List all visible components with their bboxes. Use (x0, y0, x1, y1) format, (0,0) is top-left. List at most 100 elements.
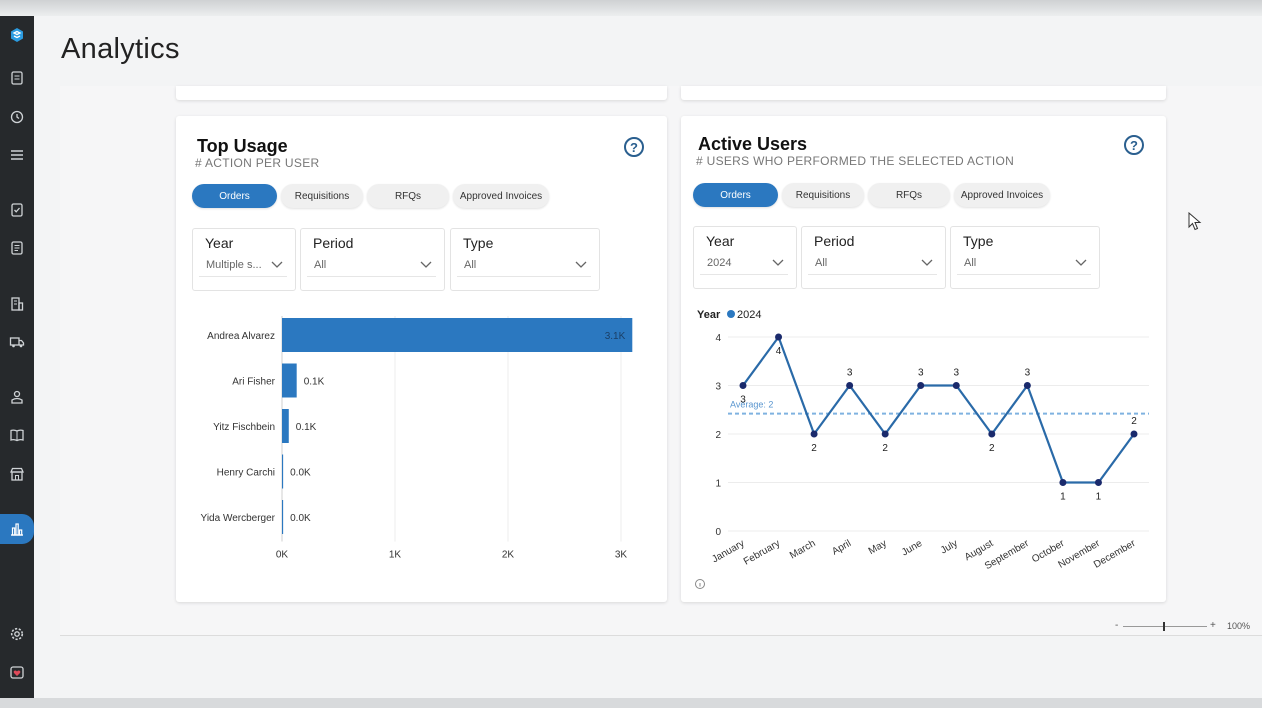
tab-rfqs[interactable]: RFQs (868, 183, 950, 207)
year-select-value: Multiple s... (206, 259, 262, 271)
data-point (1059, 479, 1067, 486)
chevron-down-icon (772, 259, 784, 266)
checklist-icon[interactable] (0, 195, 34, 225)
legend-item: 2024 (737, 309, 761, 321)
category-label: Ari Fisher (232, 377, 275, 388)
category-label: Yitz Fischbein (213, 422, 275, 433)
x-tick-label: April (830, 538, 853, 558)
book-icon[interactable] (0, 420, 34, 450)
action-tabs: Orders Requisitions RFQs Approved Invoic… (693, 183, 1050, 207)
window-top-edge (0, 0, 1262, 16)
zoom-out-button[interactable]: - (1115, 620, 1119, 631)
logo-icon[interactable] (0, 20, 34, 50)
x-tick-label: May (867, 538, 889, 557)
data-point (952, 382, 960, 389)
x-tick-label: 0K (276, 550, 289, 561)
bar (282, 318, 633, 352)
user-badge-icon[interactable] (0, 382, 34, 412)
bar-value-label: 0.1K (304, 377, 325, 388)
chevron-down-icon (1075, 259, 1087, 266)
document-icon[interactable] (0, 63, 34, 93)
period-select[interactable]: All (307, 256, 436, 277)
tab-approved-invoices[interactable]: Approved Invoices (954, 183, 1050, 207)
year-select[interactable]: Multiple s... (199, 256, 287, 277)
data-label: 1 (1096, 492, 1102, 503)
data-label: 3 (1025, 368, 1031, 379)
data-label: 3 (953, 368, 959, 379)
card-title: Top Usage (197, 136, 288, 156)
page-title: Analytics (61, 33, 180, 65)
x-tick-label: June (900, 538, 925, 559)
form-icon[interactable] (0, 233, 34, 263)
category-label: Andrea Alvarez (207, 331, 275, 342)
period-select[interactable]: All (808, 254, 937, 275)
bar (282, 363, 297, 398)
action-tabs: Orders Requisitions RFQs Approved Invoic… (192, 184, 549, 208)
type-select-value: All (964, 257, 977, 269)
data-point (1130, 430, 1138, 438)
filter-label: Period (814, 233, 855, 249)
category-label: Yida Wercberger (201, 513, 276, 524)
help-icon[interactable]: ? (1124, 135, 1144, 155)
top-usage-bar-chart: 0K 1K 2K 3K Andrea Alvarez 3.1K Ari Fisher 0.1K… (201, 316, 633, 561)
help-icon[interactable]: ? (624, 137, 644, 157)
period-select-value: All (815, 257, 828, 269)
bar-value-label: 0.0K (290, 468, 311, 479)
settings-icon[interactable] (0, 619, 34, 649)
chevron-down-icon (420, 261, 432, 268)
store-icon[interactable] (0, 459, 34, 489)
type-select[interactable]: All (457, 256, 591, 277)
data-point (739, 382, 747, 389)
x-tick-label: February (742, 538, 782, 568)
data-label: 3 (918, 368, 924, 379)
type-select-value: All (464, 259, 477, 271)
y-tick-label: 0 (715, 527, 721, 538)
data-point (846, 382, 854, 389)
data-point (881, 430, 889, 438)
bar-value-label: 0.1K (296, 422, 317, 433)
data-point (988, 430, 996, 438)
zoom-in-button[interactable]: + (1210, 620, 1216, 631)
category-label: Henry Carchi (217, 468, 275, 479)
tab-approved-invoices[interactable]: Approved Invoices (453, 184, 549, 208)
active-users-card: Active Users # USERS WHO PERFORMED THE S… (681, 116, 1166, 602)
year-select[interactable]: 2024 (700, 254, 788, 275)
legend-title: Year (697, 309, 721, 321)
data-label: 4 (776, 346, 782, 357)
data-point (1094, 479, 1102, 486)
y-tick-label: 2 (715, 430, 721, 441)
chevron-down-icon (575, 261, 587, 268)
heart-icon[interactable] (0, 658, 34, 688)
x-tick-label: March (788, 538, 818, 561)
chart-icon[interactable] (0, 514, 34, 544)
previous-card-left (176, 86, 667, 100)
tab-orders[interactable]: Orders (192, 184, 277, 208)
history-icon[interactable] (0, 102, 34, 132)
tab-rfqs[interactable]: RFQs (367, 184, 449, 208)
truck-icon[interactable] (0, 327, 34, 357)
x-tick-label: 3K (615, 550, 628, 561)
y-tick-label: 3 (715, 382, 721, 393)
top-usage-card: Top Usage # ACTION PER USER ? Orders Req… (176, 116, 667, 602)
bar (282, 454, 284, 489)
previous-card-right (681, 86, 1166, 100)
list-icon[interactable] (0, 140, 34, 170)
zoom-slider[interactable] (1123, 626, 1207, 627)
tab-orders[interactable]: Orders (693, 183, 778, 207)
data-label: 2 (1131, 416, 1137, 427)
info-icon (695, 579, 705, 589)
building-icon[interactable] (0, 289, 34, 319)
data-label: 3 (740, 395, 746, 406)
data-label: 1 (1060, 492, 1066, 503)
tab-requisitions[interactable]: Requisitions (782, 183, 864, 207)
year-filter: Year Multiple s... (192, 228, 296, 291)
data-label: 2 (882, 443, 888, 454)
tab-requisitions[interactable]: Requisitions (281, 184, 363, 208)
zoom-control: - + 100% (1113, 620, 1262, 634)
zoom-level: 100% (1227, 621, 1251, 631)
x-tick-label: January (710, 538, 746, 565)
sidebar (0, 16, 34, 698)
type-select[interactable]: All (957, 254, 1091, 275)
chevron-down-icon (271, 261, 283, 268)
zoom-slider-handle[interactable] (1163, 622, 1165, 631)
